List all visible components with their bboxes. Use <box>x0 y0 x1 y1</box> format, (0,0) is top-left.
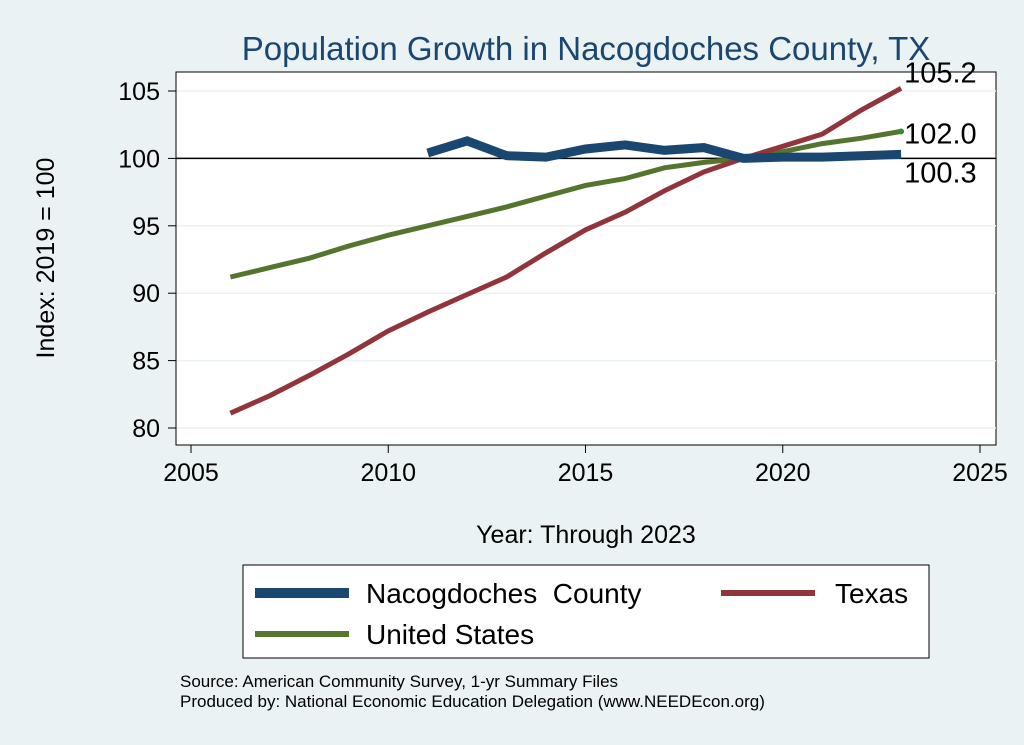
legend: Nacogdoches County Texas United States <box>255 578 908 650</box>
x-tick-label-2010: 2010 <box>360 459 416 487</box>
series-line-united-states <box>229 128 902 280</box>
end-label-nacogdoches-county: 100.3 <box>904 157 977 189</box>
x-tick-label-2015: 2015 <box>558 459 614 487</box>
legend-label-nacogdoches-county: Nacogdoches County <box>366 578 642 609</box>
y-tick-label-90: 90 <box>132 280 160 308</box>
series-line-texas <box>229 86 903 416</box>
series-lines <box>229 86 905 416</box>
end-value-labels: 100.3 105.2 102.0 <box>904 57 977 189</box>
y-axis-title: Index: 2019 = 100 <box>32 158 60 359</box>
chart-title: Population Growth in Nacogdoches County,… <box>242 30 931 67</box>
y-tick-label-80: 80 <box>132 415 160 443</box>
series-line-nacogdoches-county <box>426 136 902 163</box>
x-tick-label-2020: 2020 <box>755 459 811 487</box>
x-axis-ticks: 2005 2010 2015 2020 2025 <box>163 445 1008 487</box>
united-states-end-point <box>898 128 905 135</box>
y-tick-label-85: 85 <box>132 348 160 376</box>
x-tick-label-2005: 2005 <box>163 459 219 487</box>
y-tick-label-105: 105 <box>118 78 160 106</box>
y-tick-label-100: 100 <box>118 145 160 173</box>
legend-label-united-states: United States <box>366 619 534 650</box>
source-note: Source: American Community Survey, 1-yr … <box>180 672 619 691</box>
end-label-united-states: 102.0 <box>904 118 977 150</box>
y-tick-label-95: 95 <box>132 213 160 241</box>
end-label-texas: 105.2 <box>904 57 977 89</box>
legend-label-texas: Texas <box>835 578 908 609</box>
x-tick-label-2025: 2025 <box>952 459 1008 487</box>
x-axis-title: Year: Through 2023 <box>476 521 696 549</box>
y-axis-ticks: 80 85 90 95 100 105 <box>118 78 176 443</box>
legend-box <box>242 564 930 659</box>
producer-note: Produced by: National Economic Education… <box>180 692 765 711</box>
